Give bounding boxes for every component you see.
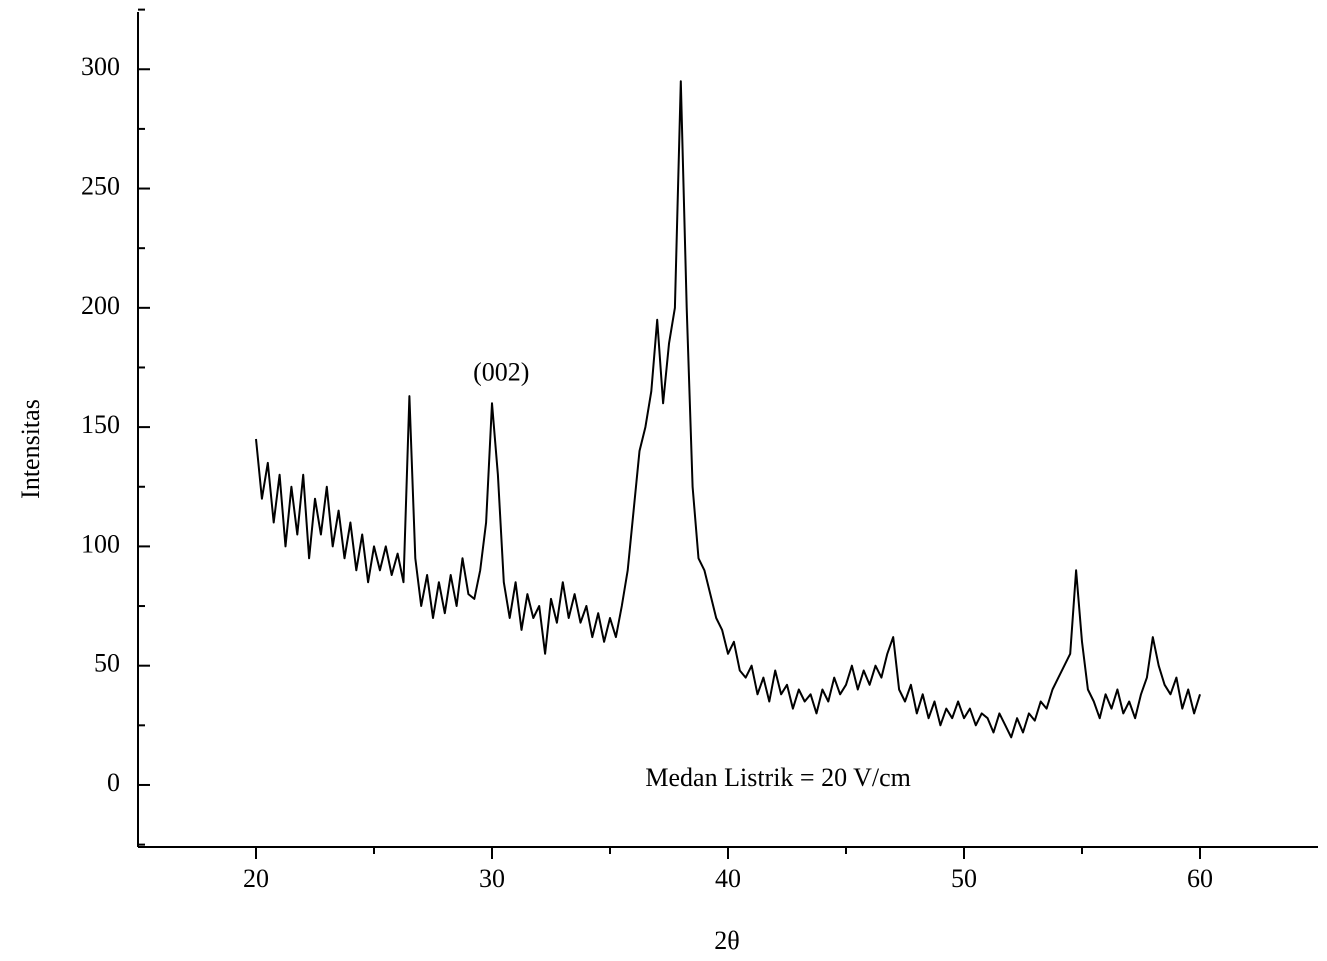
y-tick-label: 200 [81, 291, 120, 320]
x-axis-label: 2θ [714, 926, 739, 955]
x-tick-label: 30 [479, 864, 505, 893]
x-tick-label: 60 [1187, 864, 1213, 893]
annotation: (002) [473, 358, 529, 387]
x-tick-label: 50 [951, 864, 977, 893]
y-axis-label: Intensitas [16, 399, 45, 499]
y-tick-label: 300 [81, 52, 120, 81]
x-tick-label: 40 [715, 864, 741, 893]
y-tick-label: 100 [81, 529, 120, 558]
data-line [255, 80, 1201, 739]
y-tick-label: 250 [81, 172, 120, 201]
annotation: Medan Listrik = 20 V/cm [645, 763, 910, 792]
y-tick-label: 150 [81, 410, 120, 439]
y-tick-label: 0 [107, 768, 120, 797]
x-tick-label: 20 [243, 864, 269, 893]
y-tick-label: 50 [94, 649, 120, 678]
